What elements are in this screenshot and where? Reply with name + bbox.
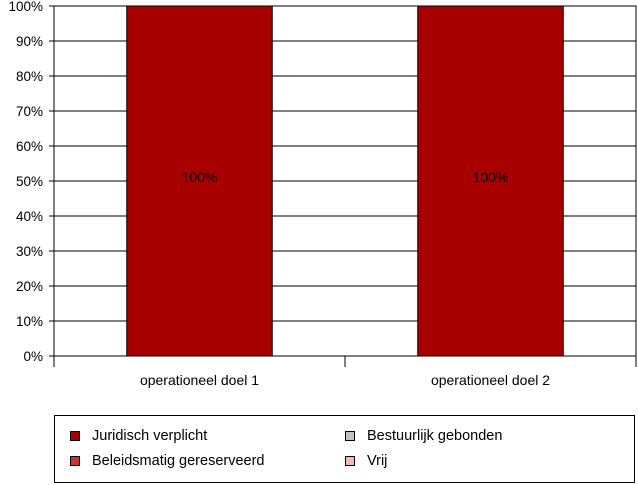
bar — [417, 5, 564, 357]
legend-label: Bestuurlijk gebonden — [367, 428, 503, 444]
x-category-label: operationeel doel 1 — [140, 372, 259, 388]
y-tick-label: 60% — [16, 139, 43, 154]
legend-item-juridisch-verplicht: Juridisch verplicht — [70, 428, 207, 444]
y-tick-label: 90% — [16, 34, 43, 49]
legend-label: Beleidsmatig gereserveerd — [92, 453, 265, 469]
bars: 100% 100% — [126, 5, 564, 357]
y-tick-label: 10% — [16, 314, 43, 329]
chart: 0%10%20%30%40%50%60%70%80%90%100% 100% 10… — [8, 0, 637, 388]
x-category-label: operationeel doel 2 — [431, 372, 550, 388]
legend-item-beleidsmatig-gereserveerd: Beleidsmatig gereserveerd — [70, 453, 264, 469]
y-axis-ticks: 0% 10% 20% 30% 40% 50% 60% 70% 80% 90% 100% — [8, 0, 54, 364]
legend-swatch — [70, 456, 80, 466]
bar-data-label: 100% — [473, 169, 509, 185]
y-tick-label: 40% — [16, 209, 43, 224]
bar-data-label: 100% — [182, 169, 218, 185]
legend-swatch — [345, 456, 355, 466]
legend-label: Vrij — [367, 453, 388, 469]
legend-item-vrij: Vrij — [345, 453, 387, 469]
y-tick-label: 80% — [16, 69, 43, 84]
bar — [126, 5, 273, 357]
legend-item-bestuurlijk-gebonden: Bestuurlijk gebonden — [345, 428, 502, 444]
legend-swatch — [70, 431, 80, 441]
y-tick-label: 50% — [16, 174, 43, 189]
y-tick-label: 0% — [23, 349, 43, 364]
y-tick-label: 20% — [16, 279, 43, 294]
legend: Juridisch verplicht Beleidsmatig gereser… — [54, 415, 635, 483]
legend-label: Juridisch verplicht — [92, 428, 208, 444]
legend-swatch — [345, 431, 355, 441]
y-tick-label: 30% — [16, 244, 43, 259]
x-axis: operationeel doel 1 operationeel doel 2 — [53, 356, 637, 388]
y-tick-label: 70% — [16, 104, 43, 119]
y-tick-label: 100% — [8, 0, 43, 14]
